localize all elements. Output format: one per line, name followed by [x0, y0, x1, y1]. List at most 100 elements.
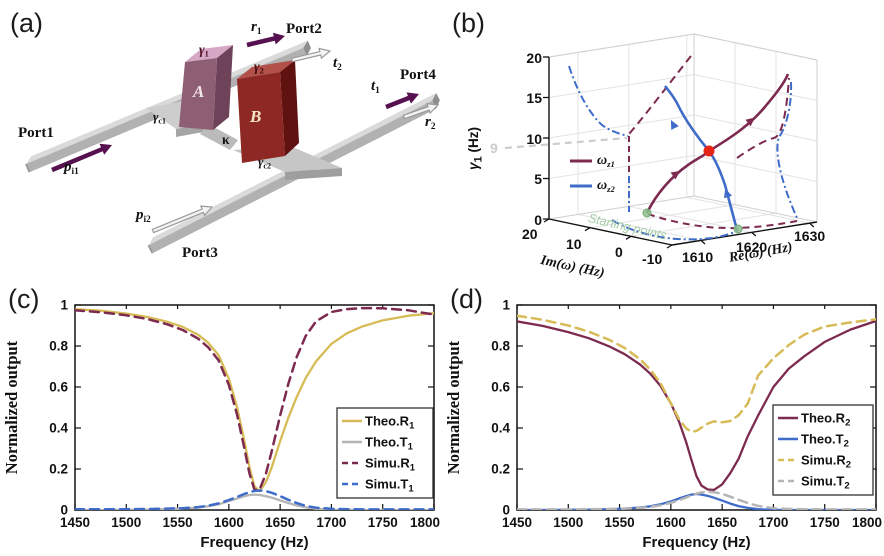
ep-gamma-annotation: 9 [490, 140, 498, 156]
y-tick-label: 0.6 [49, 380, 68, 395]
gamma2-label: γ2 [254, 59, 264, 76]
x-tick-label: 1800 [410, 515, 440, 530]
transmission-t2-arrow [290, 47, 332, 63]
series-theo-t2 [517, 492, 876, 510]
plot-box [74, 304, 435, 511]
omega1-trajectory [645, 73, 790, 214]
re-tick-1610: 1610 [682, 249, 714, 265]
kappa-label: κ [222, 132, 230, 147]
re-tick-1630: 1630 [794, 228, 826, 244]
z-tick-10: 10 [526, 131, 542, 147]
x-tick-label: 1750 [368, 515, 398, 530]
port3-label: Port3 [182, 245, 218, 261]
series-simu-t2 [517, 490, 876, 510]
reflection-r2-arrow [402, 102, 440, 120]
panel-b-drawing [504, 33, 818, 249]
starting-point-marker-1 [642, 208, 652, 218]
x-axis-label: Frequency (Hz) [200, 534, 308, 551]
im-tick-10: 10 [566, 236, 582, 252]
legend-entry: Simu.R2 [801, 453, 851, 471]
incident-p1-arrow [51, 143, 112, 173]
y-axis-label: Normalized output [2, 340, 21, 474]
legend-entry: Simu.R1 [365, 456, 416, 474]
panel-a-letter: (a) [10, 8, 43, 38]
gammac1-label: γc1 [153, 109, 167, 126]
y-tick-label: 0.4 [49, 421, 68, 436]
panel-a-drawing [25, 32, 440, 254]
omega1-projection-left-wall [628, 55, 692, 135]
gamma1-label: γ1 [199, 42, 209, 59]
port2-label: Port2 [286, 21, 322, 37]
legend-omega1-label: ωz1 [597, 153, 615, 169]
panel-c-chart: (c) 1450 1500 1550 1600 1650 1700 1750 1800 0 0.2… [0, 278, 442, 556]
series-theo-r2 [517, 319, 876, 492]
legend-omega2-label: ωz2 [597, 178, 615, 194]
port4-label: Port4 [400, 67, 436, 83]
y-tick-label: 0.6 [491, 380, 510, 395]
panel-c-plot: 1450 1500 1550 1600 1650 1700 1750 1800 0 0.2 0.4 0… [2, 298, 440, 552]
transmission-t1-arrow [385, 92, 419, 110]
axes-grid [543, 33, 818, 249]
series-simu-t1 [75, 489, 434, 510]
z-tick-0: 0 [534, 212, 542, 228]
y-tick-label: 0.8 [49, 339, 68, 354]
series-theo-r1 [75, 307, 434, 493]
x-axis-label: Frequency (Hz) [642, 534, 750, 551]
pi1-label: pi1 [64, 159, 79, 177]
x-tick-label: 1800 [852, 515, 882, 530]
gammac2-label: γc2 [258, 154, 272, 171]
pi2-label: pi2 [136, 207, 151, 225]
x-tick-label: 1450 [60, 515, 90, 530]
starting-point-marker-2 [733, 224, 743, 234]
im-tick-0: 0 [615, 244, 623, 260]
x-tick-label: 1700 [316, 515, 346, 530]
legend-entry: Theo.R1 [365, 414, 415, 432]
panel-d-plot: 1450 1500 1550 1600 1650 1700 1750 1800 0 0.2 0.4 0… [444, 298, 882, 552]
omega2-projection-right-wall [776, 81, 799, 221]
legend-entry: Theo.R2 [801, 411, 850, 429]
r2-label: r2 [425, 114, 436, 132]
panel-d-letter: (d) [450, 284, 483, 314]
exceptional-point-marker [703, 145, 715, 157]
im-tick-20: 20 [522, 226, 538, 242]
x-tick-label: 1700 [758, 515, 788, 530]
ep-gamma-guide-line [504, 136, 628, 150]
coupler-kappa [200, 124, 238, 150]
x-tick-label: 1450 [502, 515, 532, 530]
z-axis-label: γ1 (Hz) [466, 126, 485, 170]
x-tick-label: 1500 [111, 515, 141, 530]
x-tick-label: 1650 [707, 515, 737, 530]
panel-a-schematic: (a) [0, 0, 442, 278]
reflection-r1-arrow [246, 32, 285, 48]
x-tick-label: 1750 [810, 515, 840, 530]
x-tick-label: 1600 [214, 515, 244, 530]
x-tick-label: 1600 [656, 515, 686, 530]
y-tick-label: 0.8 [491, 339, 510, 354]
omega1-projection-floor [647, 213, 798, 230]
port1-label: Port1 [18, 125, 54, 141]
resonator-b-label: B [250, 107, 262, 126]
resonator-a-block [179, 45, 233, 130]
legend-entry: Simu.T1 [365, 477, 414, 495]
y-tick-label: 0.4 [491, 421, 510, 436]
r1-label: r1 [251, 19, 262, 37]
im-tick-neg10: -10 [642, 251, 663, 267]
x-tick-label: 1500 [553, 515, 583, 530]
omega2-direction-arrows [670, 119, 732, 199]
z-tick-15: 15 [526, 90, 542, 106]
panel-c-letter: (c) [8, 284, 40, 314]
panel-b-3d-plot: (b) [442, 0, 884, 281]
omega2-projection-floor [611, 219, 739, 241]
y-tick-label: 0 [60, 503, 68, 518]
legend-entry: Theo.T1 [365, 435, 414, 453]
legend-entry: Simu.T2 [801, 474, 850, 492]
re-tick-1620: 1620 [736, 239, 768, 255]
omega2-projection-left-wall [568, 65, 629, 137]
y-tick-label: 1 [502, 298, 510, 313]
omega1-direction-arrows [670, 117, 756, 180]
plot-box [516, 304, 877, 511]
resonator-a-label: A [193, 82, 205, 101]
panel-d-chart: (d) 1450 1500 1550 1600 1650 1700 1750 1800 0 0.2… [442, 278, 884, 556]
y-tick-label: 0.2 [491, 462, 510, 477]
